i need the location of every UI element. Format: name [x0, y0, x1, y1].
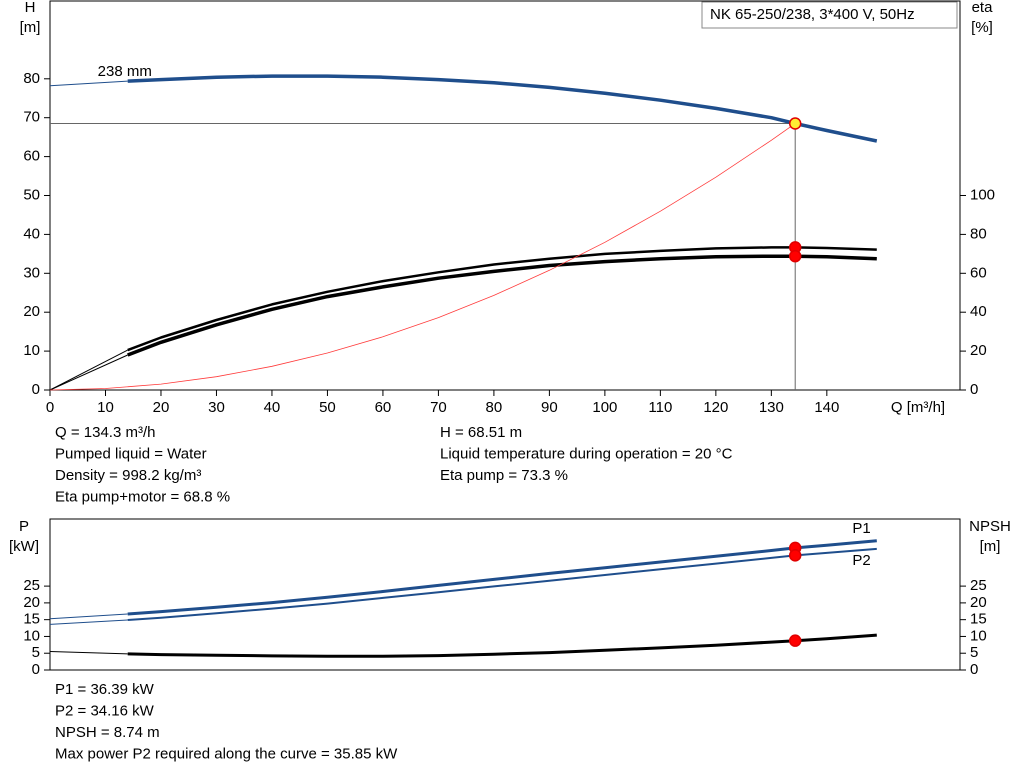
x-tick-label: 80	[486, 399, 503, 416]
y2-tick-label: 0	[970, 381, 978, 398]
y2-tick-label: 40	[970, 303, 987, 320]
y2-axis-label: [m]	[980, 538, 1001, 555]
x-tick-label: 40	[264, 399, 281, 416]
x-tick-label: 120	[703, 399, 728, 416]
info-text: Eta pump = 73.3 %	[440, 467, 568, 484]
info-text: P1 = 36.39 kW	[55, 681, 155, 698]
y-tick-label: 5	[32, 644, 40, 661]
y-tick-label: 0	[32, 661, 40, 678]
curve	[49, 349, 128, 391]
series-label: P2	[852, 552, 870, 569]
y-tick-label: 10	[23, 342, 40, 359]
curve	[49, 80, 128, 87]
curve	[127, 254, 877, 357]
curve	[127, 74, 878, 143]
y2-tick-label: 20	[970, 594, 987, 611]
series-label: P1	[852, 520, 870, 537]
curve	[49, 123, 796, 391]
y2-tick-label: 80	[970, 225, 987, 242]
y2-tick-label: 5	[970, 644, 978, 661]
info-text: Max power P2 required along the curve = …	[55, 745, 398, 762]
operating-point	[788, 117, 802, 130]
y2-tick-label: 100	[970, 186, 995, 203]
plot-frame	[49, 518, 961, 671]
y-tick-label: 15	[23, 611, 40, 628]
y-tick-label: 0	[32, 381, 40, 398]
y2-tick-label: 0	[970, 661, 978, 678]
curve	[127, 547, 877, 621]
y-tick-label: 60	[23, 148, 40, 165]
y2-tick-label: 15	[970, 611, 987, 628]
y-tick-label: 80	[23, 70, 40, 87]
chart-title: NK 65-250/238, 3*400 V, 50Hz	[710, 6, 915, 23]
x-tick-label: 50	[319, 399, 336, 416]
x-tick-label: 10	[97, 399, 114, 416]
y-tick-label: 10	[23, 627, 40, 644]
x-tick-label: 100	[592, 399, 617, 416]
x-axis-label: Q [m³/h]	[891, 399, 945, 416]
info-text: NPSH = 8.74 m	[55, 724, 160, 741]
x-tick-label: 90	[541, 399, 558, 416]
info-text: Q = 134.3 m³/h	[55, 424, 155, 441]
x-tick-label: 110	[648, 399, 672, 416]
info-text: Eta pump+motor = 68.8 %	[55, 488, 230, 505]
info-text: Liquid temperature during operation = 20…	[440, 445, 733, 462]
curve	[127, 539, 877, 616]
y-tick-label: 70	[23, 109, 40, 126]
y2-axis-label: NPSH	[969, 518, 1011, 535]
x-tick-label: 130	[759, 399, 784, 416]
y2-tick-label: 10	[970, 627, 987, 644]
operating-point	[788, 634, 802, 647]
y2-axis-label: [%]	[971, 19, 993, 36]
curve	[49, 651, 128, 655]
info-text: P2 = 34.16 kW	[55, 702, 155, 719]
curve	[127, 633, 877, 658]
title-box	[701, 1, 958, 29]
operating-point	[788, 549, 802, 562]
x-tick-label: 60	[375, 399, 392, 416]
y2-tick-label: 25	[970, 577, 987, 594]
y2-tick-label: 60	[970, 264, 987, 281]
y-tick-label: 30	[23, 264, 40, 281]
curve	[127, 246, 877, 352]
y-axis-label: [kW]	[9, 538, 39, 555]
y2-axis-label: eta	[972, 0, 994, 16]
y-tick-label: 40	[23, 225, 40, 242]
x-tick-label: 70	[430, 399, 447, 416]
y-axis-label: [m]	[20, 19, 41, 36]
x-tick-label: 0	[46, 399, 54, 416]
y2-tick-label: 20	[970, 342, 987, 359]
curve	[49, 619, 128, 625]
curve	[49, 354, 128, 391]
x-tick-label: 140	[814, 399, 839, 416]
x-tick-label: 30	[208, 399, 225, 416]
x-tick-label: 20	[153, 399, 170, 416]
y-axis-label: P	[19, 518, 29, 535]
series-label: 238 mm	[98, 63, 152, 80]
curve	[49, 613, 128, 620]
info-text: Pumped liquid = Water	[55, 445, 207, 462]
y-tick-label: 20	[23, 594, 40, 611]
info-text: Density = 998.2 kg/m³	[55, 467, 201, 484]
y-axis-label: H	[25, 0, 36, 16]
y-tick-label: 50	[23, 186, 40, 203]
operating-point	[788, 249, 802, 263]
info-text: H = 68.51 m	[440, 424, 522, 441]
plot-frame	[49, 0, 961, 391]
y-tick-label: 25	[23, 577, 40, 594]
y-tick-label: 20	[23, 303, 40, 320]
